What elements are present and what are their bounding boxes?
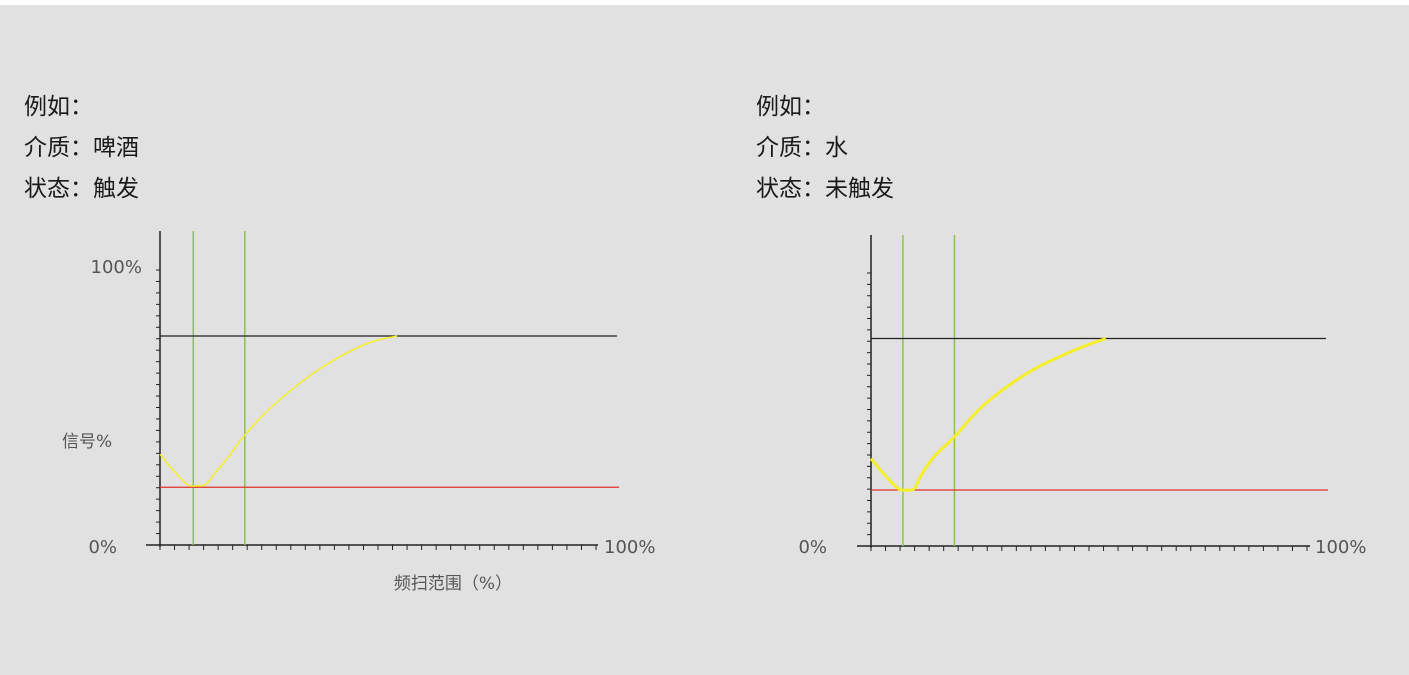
signal-chart-beer: 100% 0% 100% 信号% 频扫范围（%） <box>62 231 655 594</box>
panel-beer: 例如： 介质：啤酒 状态：触发 100% 0% 100% 信号% 频扫范围（%） <box>0 5 700 675</box>
example-label: 例如： <box>24 94 93 120</box>
y-axis-label: 信号% <box>62 432 112 452</box>
canvas: 例如： 介质：啤酒 状态：触发 100% 0% 100% 信号% 频扫范围（%）… <box>0 5 1409 675</box>
y-tick-label-top: 100% <box>91 257 142 278</box>
signal-curve <box>159 335 398 487</box>
panel-water: 例如： 介质：水 状态：未触发 0% 100% <box>710 5 1409 675</box>
medium-label: 介质：水 <box>756 135 848 161</box>
signal-chart-water: 0% 100% <box>798 235 1366 558</box>
state-label: 状态：触发 <box>24 176 139 202</box>
description-block: 例如： 介质：啤酒 状态：触发 <box>24 87 139 210</box>
x-axis-label: 频扫范围（%） <box>394 574 512 594</box>
description-block: 例如： 介质：水 状态：未触发 <box>756 87 894 210</box>
signal-curve <box>869 337 1107 492</box>
x-axis-ticks <box>159 545 597 550</box>
x-axis-ticks <box>870 546 1308 551</box>
example-label: 例如： <box>756 94 825 120</box>
state-label: 状态：未触发 <box>756 176 894 202</box>
medium-label: 介质：啤酒 <box>24 135 139 161</box>
y-tick-label-bottom: 0% <box>798 537 827 558</box>
x-tick-label-end: 100% <box>604 537 655 558</box>
y-tick-label-bottom: 0% <box>88 537 117 558</box>
x-tick-label-end: 100% <box>1315 537 1366 558</box>
